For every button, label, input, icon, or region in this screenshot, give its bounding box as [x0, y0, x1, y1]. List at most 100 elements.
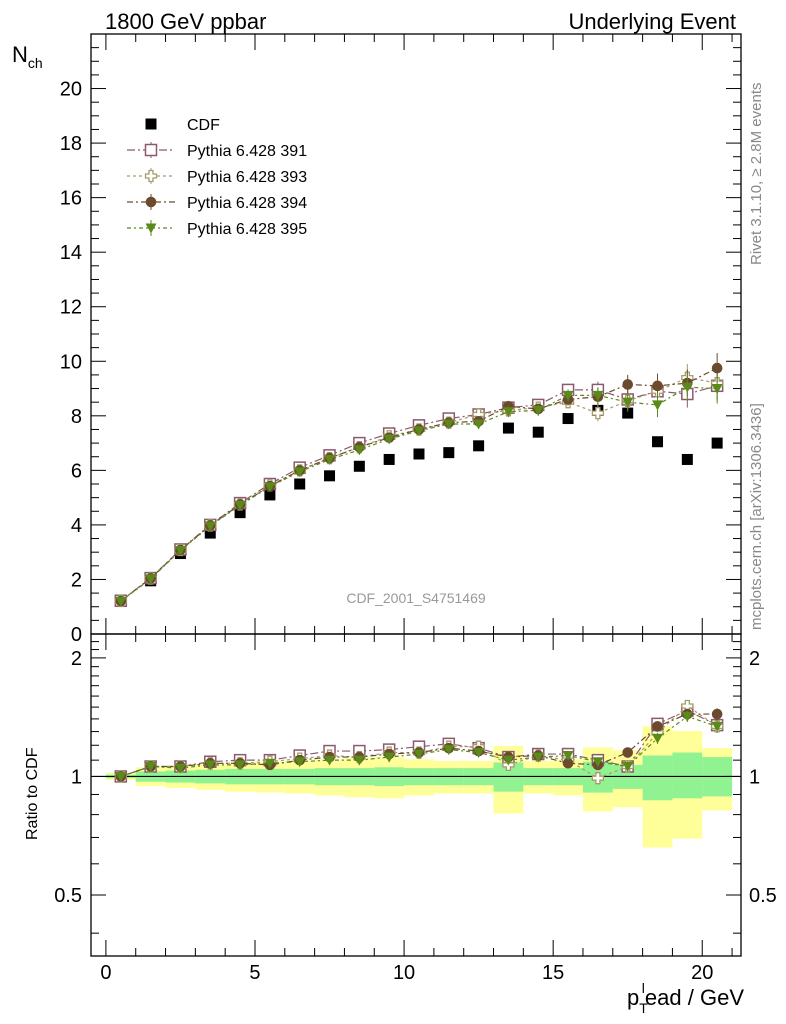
x-tick-label: 0: [100, 962, 111, 984]
main-panel-ticks: 0 2 4 6 8 10 12 14 16 18 20: [60, 34, 741, 646]
y-tick-label: 0: [71, 624, 82, 646]
ratio-point: [652, 721, 663, 732]
data-point: [204, 527, 216, 539]
ratio-point: [711, 708, 723, 720]
data-point: [532, 426, 544, 438]
legend-marker: [145, 223, 157, 234]
data-point: [562, 390, 574, 401]
ratio-point: [652, 733, 664, 744]
ratio-point: [591, 772, 605, 785]
header-left-title: 1800 GeV ppbar: [105, 9, 266, 34]
legend-label: CDF: [187, 117, 220, 134]
data-point: [622, 379, 633, 390]
data-point: [294, 478, 306, 490]
ratio-point: [562, 757, 574, 769]
y-tick-label: 18: [60, 133, 82, 155]
data-point: [413, 448, 425, 460]
ratio-point: [234, 760, 246, 771]
data-point: [353, 445, 365, 456]
data-point: [174, 546, 186, 557]
ratio-band-inner: [642, 755, 673, 801]
data-point: [711, 437, 723, 449]
ratio-series-group: [114, 699, 724, 785]
x-tick-label: 20: [691, 962, 713, 984]
y-tick-label: 4: [71, 515, 82, 537]
data-point: [711, 384, 723, 395]
legend-marker: [145, 196, 157, 208]
data-point: [592, 390, 604, 401]
ratio-point: [383, 752, 395, 763]
mcplots-label: mcplots.cern.ch [arXiv:1306.3436]: [748, 403, 765, 630]
legend-label: Pythia 6.428 395: [187, 221, 307, 238]
data-point: [711, 362, 723, 374]
ratio-point: [264, 758, 276, 769]
x-axis-label: pTlead / GeV: [627, 980, 744, 1016]
main-series-1: [114, 370, 724, 607]
ratio-y-tick-label-right: 1: [749, 766, 760, 788]
data-point: [294, 467, 306, 478]
legend-label: Pythia 6.428 393: [187, 169, 307, 186]
data-point: [652, 380, 663, 392]
data-point: [652, 436, 664, 448]
data-point: [234, 507, 246, 519]
y-tick-label: 6: [71, 460, 82, 482]
ratio-series-line: [120, 709, 718, 778]
y-tick-label: 8: [71, 406, 82, 428]
ratio-point: [443, 745, 455, 756]
analysis-id-label: CDF_2001_S4751469: [346, 590, 486, 606]
data-point: [383, 453, 395, 465]
data-point: [681, 382, 693, 393]
ratio-point: [592, 757, 604, 768]
ratio-point: [473, 748, 485, 759]
y-tick-label: 16: [60, 188, 82, 210]
main-series-3: [115, 353, 723, 607]
legend-label: Pythia 6.428 394: [187, 195, 307, 212]
main-series-line: [120, 367, 718, 602]
ratio-point: [294, 757, 306, 768]
y-tick-label: 2: [71, 569, 82, 591]
ratio-y-tick-label-left: 2: [71, 648, 82, 670]
main-series-4: [115, 373, 723, 607]
x-tick-label: 10: [393, 962, 415, 984]
data-point: [622, 397, 634, 408]
y-tick-label: 10: [60, 351, 82, 373]
ratio-point: [353, 755, 365, 766]
ratio-y-tick-label-left: 0.5: [54, 885, 82, 907]
data-point: [473, 440, 485, 452]
ratio-point: [711, 721, 723, 732]
legend-marker: [145, 118, 157, 130]
main-series-group: [114, 353, 724, 608]
data-point: [413, 426, 425, 437]
data-point: [324, 454, 336, 465]
ratio-y-tick-label-right: 2: [749, 648, 760, 670]
data-point: [324, 470, 336, 482]
y-tick-label: 20: [60, 79, 82, 101]
legend: CDF Pythia 6.428 391 Pythia 6.428 393 Pythi…: [127, 117, 307, 238]
data-point: [502, 407, 514, 418]
main-series-line: [120, 385, 718, 602]
ratio-point: [204, 760, 216, 771]
data-point: [532, 405, 544, 416]
ratio-point: [562, 751, 574, 762]
data-point: [383, 434, 395, 445]
y-tick-label: 12: [60, 297, 82, 319]
data-point: [562, 413, 574, 425]
ratio-band-inner: [672, 752, 703, 799]
data-point: [115, 596, 127, 607]
ratio-panel-ticks: 0.5 0.51 12 20 5 10 15 20: [54, 634, 777, 984]
y-tick-label: 14: [60, 242, 82, 264]
ratio-y-tick-label-right: 0.5: [749, 885, 777, 907]
data-point: [353, 460, 365, 472]
ratio-panel-frame: [90, 633, 742, 957]
data-point: [622, 407, 634, 419]
ratio-point: [145, 761, 157, 772]
ratio-point: [324, 755, 336, 766]
x-tick-label: 5: [249, 962, 260, 984]
data-point: [443, 419, 455, 430]
ratio-point: [413, 749, 425, 760]
main-y-axis-label: Nch: [12, 42, 43, 71]
ratio-point: [115, 771, 127, 782]
ratio-y-tick-label-left: 1: [71, 766, 82, 788]
data-point: [591, 406, 605, 420]
legend-marker: [144, 143, 158, 157]
